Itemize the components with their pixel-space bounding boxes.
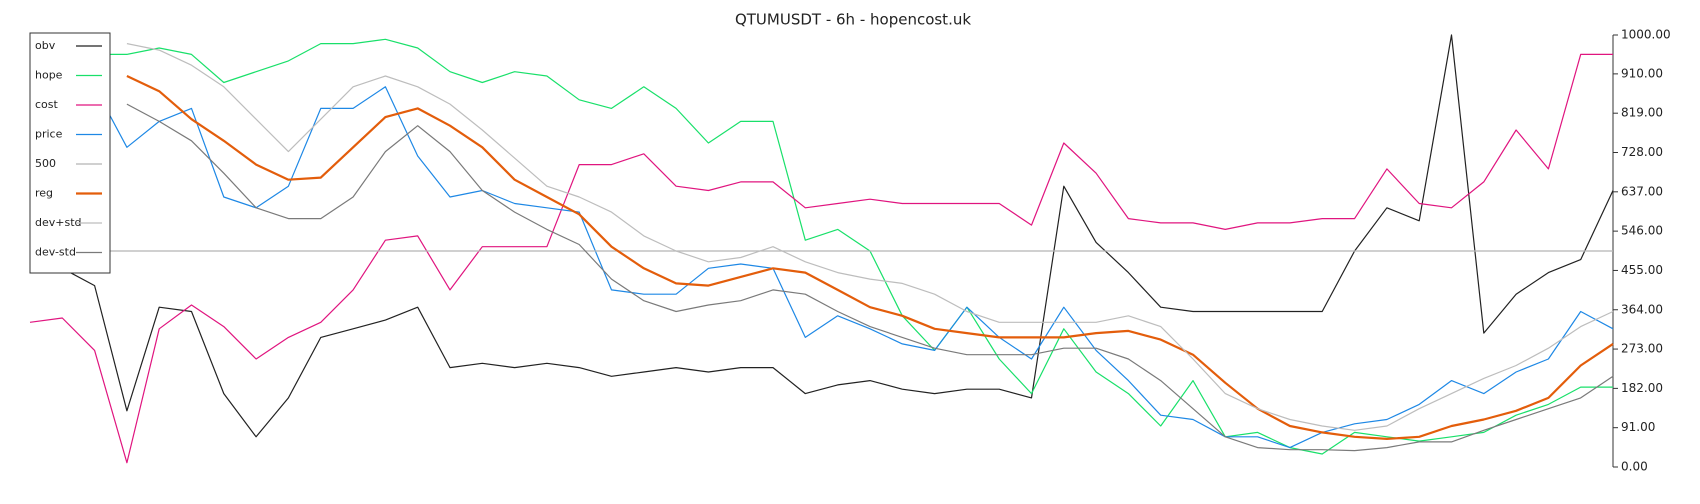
- series-line: [29, 53, 1613, 464]
- series-line: [29, 34, 1614, 438]
- y-tick-label: 728.00: [1621, 145, 1663, 159]
- legend-label: hope: [35, 69, 63, 82]
- series-line: [126, 103, 1614, 452]
- legend-label: reg: [35, 187, 53, 200]
- y-tick-label: 91.00: [1621, 420, 1655, 434]
- legend-label: cost: [35, 98, 59, 111]
- chart-title: QTUMUSDT - 6h - hopencost.uk: [735, 11, 971, 29]
- y-tick-label: 364.00: [1621, 302, 1663, 316]
- legend-label: obv: [35, 39, 56, 52]
- y-tick-label: 637.00: [1621, 184, 1663, 198]
- series-line: [126, 43, 1614, 431]
- y-tick-label: 273.00: [1621, 342, 1663, 356]
- series-line: [29, 38, 1613, 455]
- series-line: [126, 75, 1614, 440]
- legend-label: dev+std: [35, 216, 82, 229]
- legend-label: dev-std: [35, 246, 76, 259]
- y-tick-label: 910.00: [1621, 66, 1663, 80]
- legend: obv hope cost price 500 reg dev+std dev-std: [29, 32, 111, 274]
- y-tick-label: 0.00: [1621, 460, 1648, 474]
- y-tick-label: 182.00: [1621, 381, 1663, 395]
- legend-label: 500: [35, 157, 56, 170]
- legend-label: price: [35, 128, 63, 141]
- series-line: [94, 86, 1614, 449]
- legend-box: [29, 32, 111, 274]
- y-tick-label: 455.00: [1621, 263, 1663, 277]
- y-tick-label: 1000.00: [1621, 28, 1671, 42]
- y-tick-label: 819.00: [1621, 106, 1663, 120]
- y-tick-label: 546.00: [1621, 224, 1663, 238]
